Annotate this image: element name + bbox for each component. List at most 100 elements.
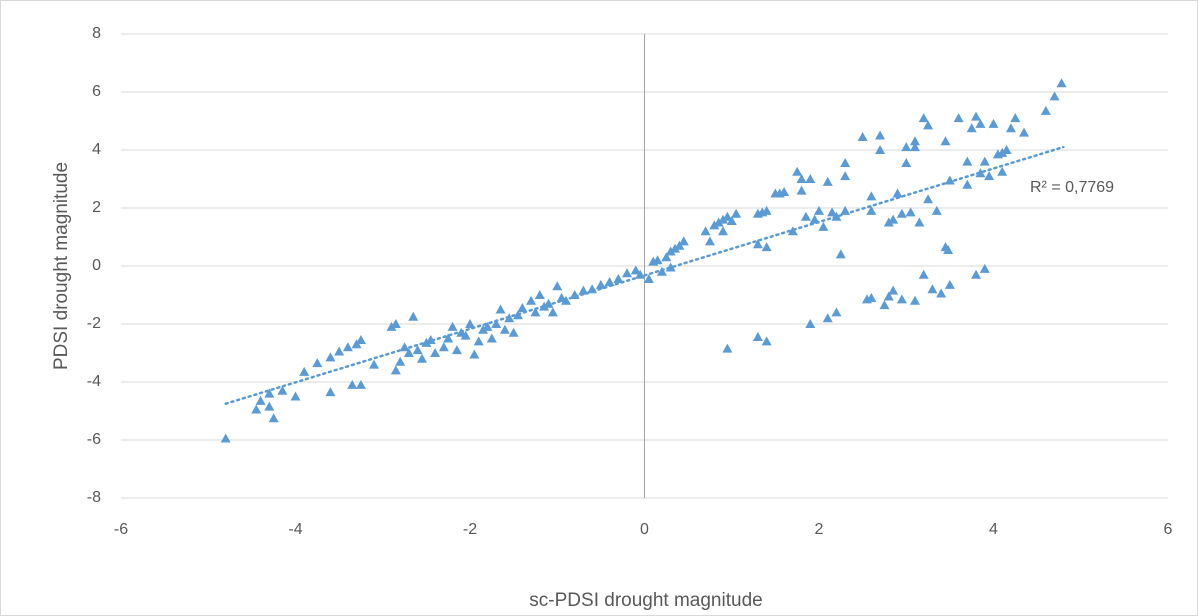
x-tick-label: 2 [815,521,824,538]
data-point [787,226,798,236]
data-point [761,205,772,215]
data-point [325,352,336,362]
data-point [399,342,410,352]
data-point [700,226,711,236]
data-point [909,136,920,146]
x-tick-label: -4 [288,521,302,538]
data-point [979,263,990,273]
data-point [888,214,899,224]
data-point [451,345,462,355]
data-point [896,208,907,218]
data-point [443,333,454,343]
data-point [264,388,275,398]
data-point [1005,123,1016,133]
data-point [857,131,868,141]
data-point [905,207,916,217]
data-point [923,194,934,204]
data-point [552,281,563,291]
y-axis-title: PDSI drought magnitude [51,162,72,370]
data-point [534,290,545,299]
data-point [709,220,720,230]
data-point [713,217,724,227]
data-point [901,142,912,152]
data-point [909,295,920,305]
data-point [1049,91,1060,101]
data-point [805,174,816,183]
data-point [447,321,458,331]
data-point [866,191,877,201]
data-point [814,205,824,215]
x-tick-label: 0 [640,521,649,538]
data-point [1001,145,1012,154]
data-point [792,166,803,176]
data-point [718,226,729,236]
data-point [1019,127,1030,137]
data-point [866,292,877,302]
data-point [325,387,336,397]
data-point [347,379,358,389]
data-point [805,319,816,328]
data-point [888,285,899,295]
x-tick-label: -6 [114,521,128,538]
data-point [390,319,401,328]
y-tick-label: 4 [92,141,101,158]
data-point [761,336,772,346]
data-point [909,142,920,152]
y-tick-label: -4 [87,373,101,390]
data-point [390,365,401,375]
data-point [469,349,480,359]
data-point [369,359,380,369]
data-point [875,145,886,154]
data-point [988,118,999,128]
data-point [927,284,938,294]
data-point [408,311,419,321]
data-point [704,236,715,246]
data-point [478,324,489,334]
data-point [875,130,886,140]
data-point [722,211,733,221]
data-point [944,279,955,289]
data-point [299,366,310,376]
y-tick-label: 0 [92,257,101,274]
trendline [224,145,1065,405]
data-point [412,345,423,355]
data-point [264,401,275,411]
data-point [931,205,942,215]
data-point [220,433,231,443]
y-tick-label: -2 [87,315,101,332]
data-point [526,295,537,305]
data-point [726,216,737,226]
data-point [722,343,733,353]
x-tick-label: -2 [463,521,477,538]
data-point [604,276,615,286]
data-point [622,268,633,278]
data-point [547,307,558,317]
data-point [417,353,428,363]
data-point [342,342,353,352]
data-point [465,319,475,328]
data-point [940,136,951,146]
data-point [796,185,807,195]
data-point [883,217,894,227]
r-squared-annotation: R² = 0,7769 [1030,179,1114,196]
data-point [892,188,903,198]
data-point [761,242,772,252]
data-point [255,395,266,405]
data-point [966,123,977,133]
data-point [731,208,742,218]
data-point [277,385,288,395]
y-tick-label: -6 [87,431,101,448]
data-point [1010,113,1021,123]
data-point [975,168,986,178]
data-point [796,174,807,183]
data-point [386,321,397,331]
data-point [883,291,894,301]
data-point [635,269,646,279]
data-point [718,214,729,224]
y-tick-label: 2 [92,199,101,216]
data-point [984,171,995,181]
data-point [473,336,484,346]
x-axis-title: sc-PDSI drought magnitude [529,590,762,611]
data-point [1056,78,1067,88]
data-point [997,166,1008,176]
